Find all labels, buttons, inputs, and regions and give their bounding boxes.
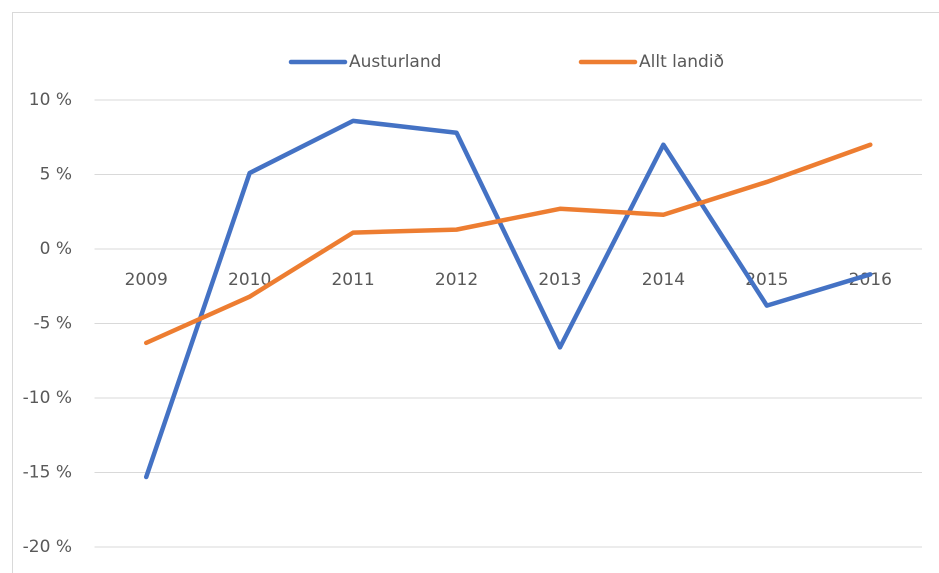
y-tick-label: -10 %	[23, 388, 72, 408]
y-tick-label: -5 %	[33, 314, 72, 334]
y-tick-label: -15 %	[23, 463, 72, 483]
x-tick-label: 2010	[228, 270, 271, 290]
legend-label: Allt landið	[639, 52, 724, 72]
x-tick-label: 2014	[642, 270, 685, 290]
x-tick-label: 2011	[331, 270, 374, 290]
y-tick-label: 10 %	[29, 90, 72, 110]
line-series	[143, 142, 873, 346]
line-series	[143, 118, 873, 480]
y-tick-label: -20 %	[23, 537, 72, 557]
legend-label: Austurland	[349, 52, 441, 72]
y-tick-label: 0 %	[40, 239, 72, 259]
x-tick-label: 2013	[538, 270, 581, 290]
y-tick-label: 5 %	[40, 165, 72, 185]
x-tick-label: 2016	[849, 270, 892, 290]
x-tick-label: 2009	[125, 270, 168, 290]
x-tick-label: 2012	[435, 270, 478, 290]
chart-frame	[12, 12, 939, 573]
